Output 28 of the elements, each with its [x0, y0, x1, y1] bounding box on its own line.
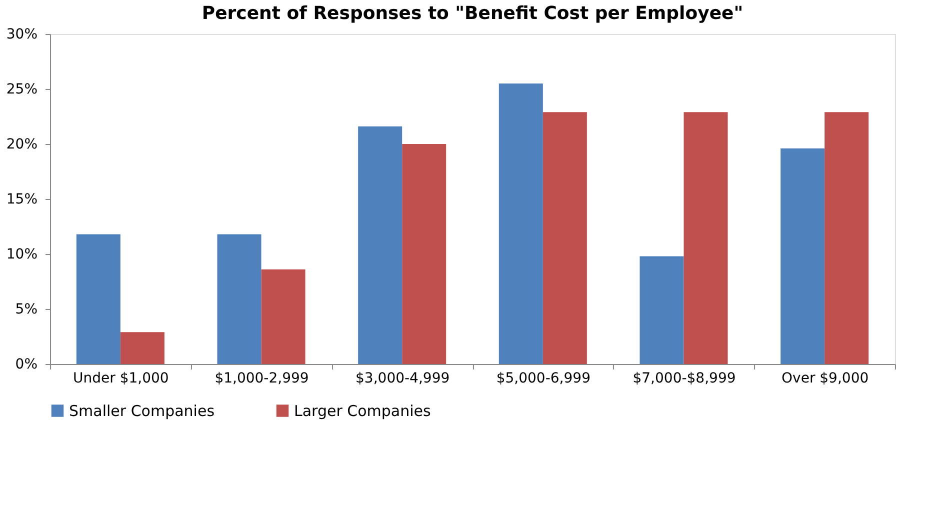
bar [498, 84, 543, 364]
x-tick-label: $7,000-$8,999 [632, 370, 736, 386]
y-tick-label: 10% [6, 246, 38, 262]
y-tick-label: 5% [15, 302, 38, 318]
bar [261, 269, 306, 364]
y-tick-label: 25% [6, 82, 38, 98]
bar [217, 234, 262, 364]
chart-title: Percent of Responses to "Benefit Cost per Employee" [202, 3, 744, 24]
bar [76, 234, 120, 364]
x-tick-label: $5,000-6,999 [496, 370, 590, 386]
legend-label: Larger Companies [294, 402, 432, 420]
bar [120, 332, 164, 364]
x-tick-label: $1,000-2,999 [214, 370, 309, 386]
bar [542, 112, 587, 364]
y-tick-label: 0% [15, 356, 38, 372]
x-tick-label: Under $1,000 [73, 370, 169, 386]
bar [780, 148, 825, 364]
bar [402, 144, 446, 364]
x-tick-label: Over $9,000 [782, 370, 869, 386]
bar [684, 112, 728, 364]
bar [358, 126, 402, 364]
legend-label: Smaller Companies [69, 402, 215, 420]
bar [640, 256, 684, 364]
y-tick-label: 20% [6, 136, 38, 152]
y-tick-label: 15% [6, 192, 38, 208]
bar [824, 112, 869, 364]
y-tick-label: 30% [6, 26, 38, 42]
x-tick-label: $3,000-4,999 [356, 370, 450, 386]
